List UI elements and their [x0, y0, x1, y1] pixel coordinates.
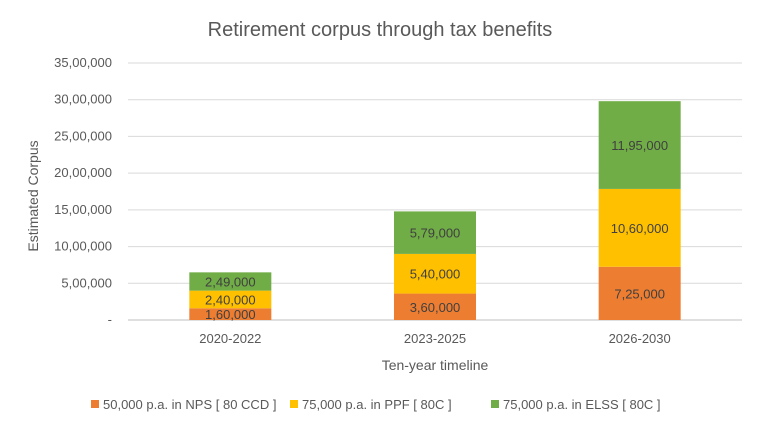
y-tick-label: -	[108, 312, 112, 327]
data-label: 5,79,000	[410, 226, 461, 241]
data-label: 2,40,000	[205, 292, 256, 307]
data-label: 10,60,000	[611, 221, 669, 236]
bar-segment	[598, 101, 681, 189]
legend-label: 75,000 p.a. in PPF [ 80C ]	[302, 397, 452, 412]
y-tick-label: 30,00,000	[54, 92, 112, 107]
legend-label: 75,000 p.a. in ELSS [ 80C ]	[503, 397, 661, 412]
y-axis-label: Estimated Corpus	[25, 140, 41, 251]
bar-segment	[598, 188, 681, 267]
legend-label: 50,000 p.a. in NPS [ 80 CCD ]	[103, 397, 276, 412]
y-tick-label: 20,00,000	[54, 165, 112, 180]
data-label: 11,95,000	[611, 138, 668, 153]
legend-swatch	[290, 400, 298, 408]
legend: 50,000 p.a. in NPS [ 80 CCD ] 75,000 p.a.…	[91, 397, 661, 412]
x-tick-label: 2020-2022	[199, 331, 261, 346]
y-tick-label: 5,00,000	[61, 275, 112, 290]
y-tick-label: 35,00,000	[54, 55, 112, 70]
bar-segment	[189, 272, 272, 291]
x-axis-label: Ten-year timeline	[382, 357, 489, 373]
bar-segment	[189, 308, 272, 320]
data-label: 7,25,000	[614, 286, 665, 301]
y-tick-label: 25,00,000	[54, 128, 112, 143]
data-label: 1,60,000	[205, 307, 256, 322]
data-label: 5,40,000	[410, 267, 461, 282]
bar-segment	[189, 290, 272, 309]
bar-segment	[394, 253, 476, 294]
x-axis-ticks: 2020-2022 2023-2025 2026-2030	[199, 331, 671, 346]
chart-title: Retirement corpus through tax benefits	[208, 19, 553, 41]
bar-segment	[394, 293, 476, 320]
legend-swatch	[91, 400, 99, 408]
data-label: 2,49,000	[205, 274, 256, 289]
bar-segment	[394, 211, 476, 254]
y-axis-ticks: - 5,00,000 10,00,000 15,00,000 20,00,000 25,0…	[54, 55, 112, 327]
legend-swatch	[491, 400, 499, 408]
x-tick-label: 2023-2025	[404, 331, 466, 346]
y-tick-label: 15,00,000	[54, 202, 112, 217]
x-tick-label: 2026-2030	[609, 331, 671, 346]
data-label: 3,60,000	[410, 300, 461, 315]
y-tick-label: 10,00,000	[54, 239, 112, 254]
bar-segment	[598, 266, 681, 320]
